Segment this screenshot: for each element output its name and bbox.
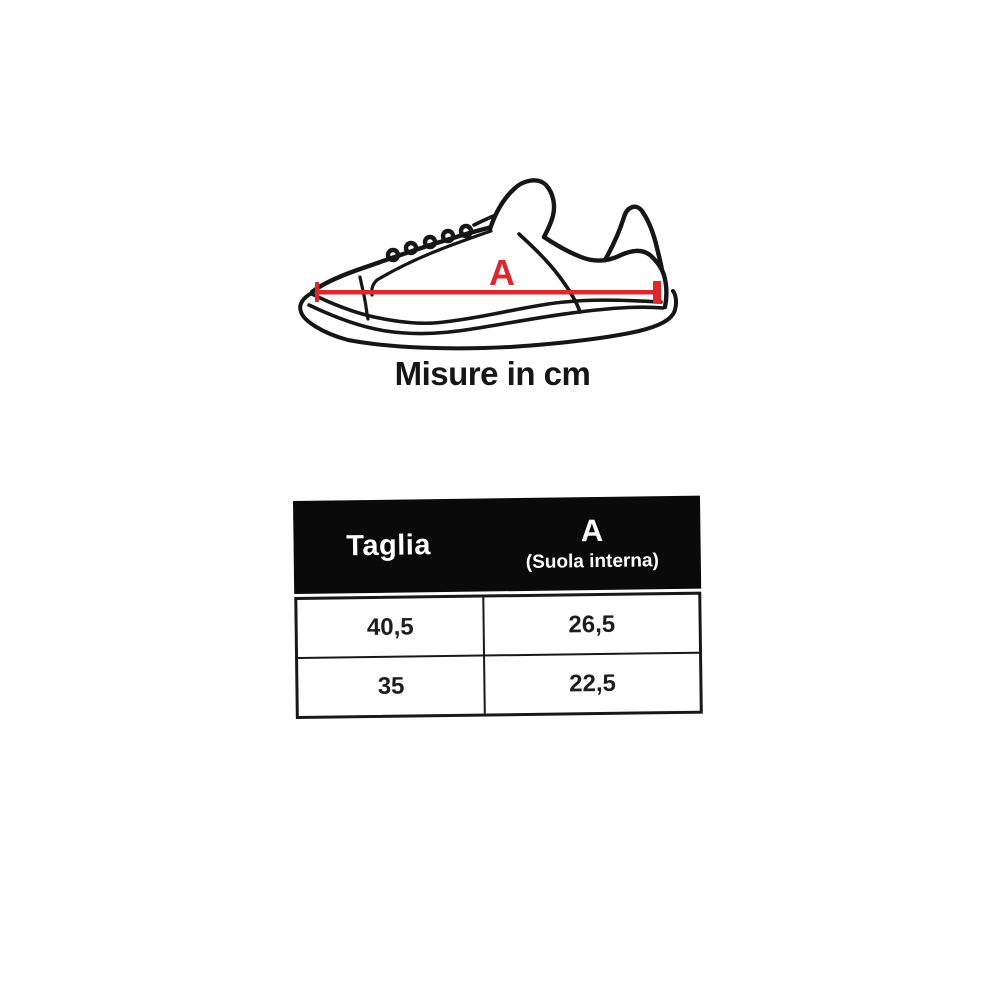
size-table-body: 40,5 26,5 35 22,5 xyxy=(294,591,703,719)
shoe-quarter-seam xyxy=(517,232,582,314)
figure-caption: Misure in cm xyxy=(394,355,591,392)
shoe-tongue xyxy=(487,178,557,240)
shoe-midsole-top-line xyxy=(310,292,663,326)
lace-loop-icon xyxy=(385,247,401,263)
table-row: 40,5 26,5 xyxy=(297,595,699,657)
size-table: Taglia A (Suola interna) 40,5 26,5 35 22… xyxy=(293,495,703,719)
lace-loop-icon xyxy=(403,240,419,256)
lace-loop-icon xyxy=(422,234,438,250)
shoe-outsole-outline xyxy=(298,289,679,351)
lace-loop-icon xyxy=(440,228,456,244)
cell-sole-length: 22,5 xyxy=(569,669,617,697)
measurement-arrow: A xyxy=(315,252,661,303)
column-header-taglia: Taglia xyxy=(346,529,432,563)
sneaker-line-drawing: A xyxy=(298,178,679,351)
shoe-collar-sweep xyxy=(541,234,669,310)
cell-size: 35 xyxy=(298,656,487,716)
shoe-heel-tab xyxy=(602,204,665,273)
column-header-suola-subtitle: (Suola interna) xyxy=(525,550,659,573)
cell-size: 40,5 xyxy=(297,597,486,657)
shoe-figure: A xyxy=(290,155,690,355)
shoe-lace-loops xyxy=(385,223,474,263)
column-header-suola: A (Suola interna) xyxy=(483,513,701,575)
lace-loop-icon xyxy=(458,223,474,239)
shoe-midsole-lower-line xyxy=(307,303,665,336)
table-row: 35 22,5 xyxy=(298,651,700,716)
measurement-line xyxy=(317,290,659,295)
measurement-label: A xyxy=(489,252,515,293)
column-header-suola-title: A xyxy=(580,512,604,549)
shoe-toecap-seam xyxy=(358,275,370,321)
shoe-eyestay-seam xyxy=(370,229,493,297)
size-table-header: Taglia A (Suola interna) xyxy=(293,495,702,594)
cell-sole-length: 26,5 xyxy=(568,610,616,638)
